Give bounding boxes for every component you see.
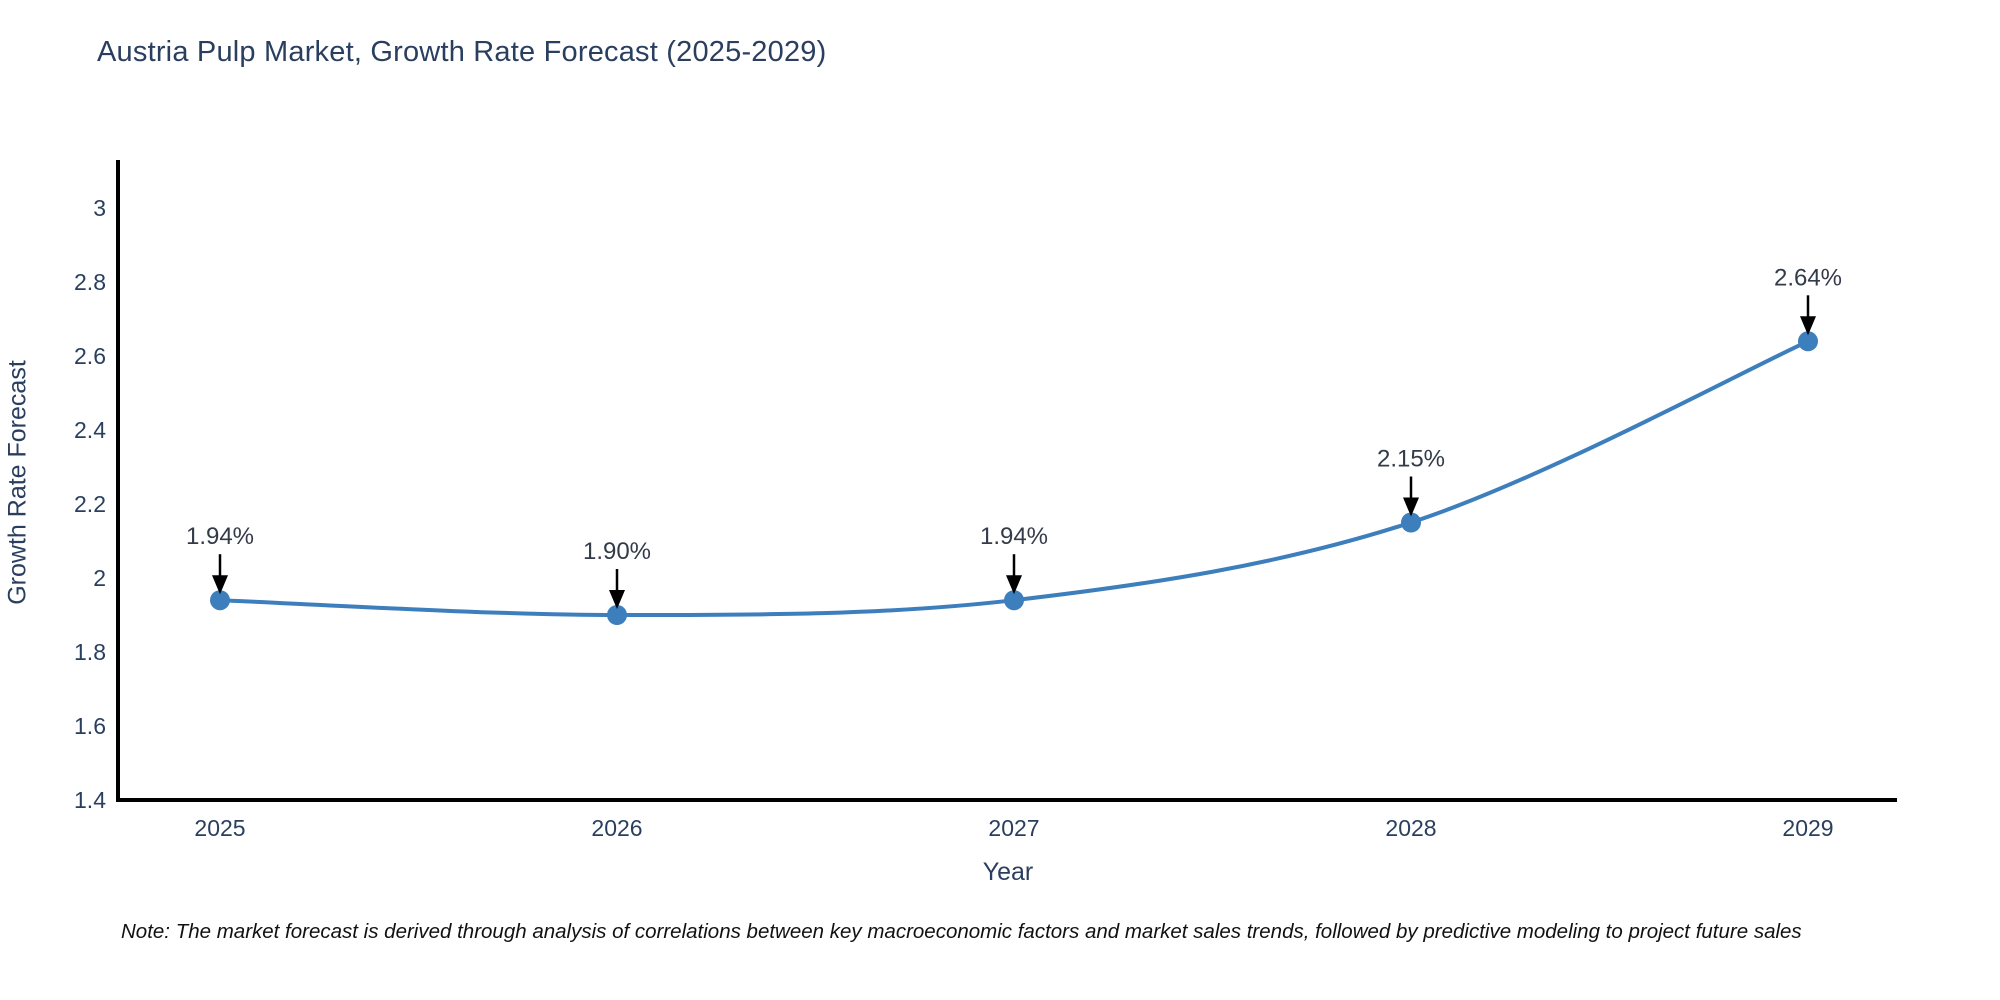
y-tick-label: 2.4 xyxy=(74,417,106,443)
y-axis-title: Growth Rate Forecast xyxy=(3,360,32,605)
x-axis-title: Year xyxy=(982,858,1034,886)
y-tick-label: 1.8 xyxy=(74,639,106,665)
x-tick-label: 2025 xyxy=(194,815,245,841)
annotation-arrow-head-icon xyxy=(1006,575,1022,595)
chart-title: Austria Pulp Market, Growth Rate Forecas… xyxy=(97,36,827,68)
annotation-arrow-head-icon xyxy=(609,590,625,609)
data-point-marker xyxy=(210,590,230,611)
chart-footnote: Note: The market forecast is derived thr… xyxy=(121,920,1802,943)
annotation-label: 2.64% xyxy=(1774,264,1842,291)
y-tick-label: 2.2 xyxy=(74,491,106,517)
y-tick-label: 1.6 xyxy=(74,713,106,739)
annotation-label: 1.90% xyxy=(583,538,651,565)
annotation-label: 2.15% xyxy=(1377,446,1445,473)
annotation-label: 1.94% xyxy=(186,523,254,550)
y-tick-label: 2.6 xyxy=(74,343,106,369)
x-tick-label: 2029 xyxy=(1782,815,1833,841)
y-tick-label: 2 xyxy=(93,565,106,591)
data-point-marker xyxy=(1401,512,1421,533)
annotation-label: 1.94% xyxy=(980,523,1048,550)
y-tick-label: 3 xyxy=(93,195,106,221)
annotation-arrow-head-icon xyxy=(1800,316,1816,336)
data-point-marker xyxy=(607,605,627,625)
data-point-marker xyxy=(1004,590,1024,611)
x-tick-label: 2027 xyxy=(988,815,1039,841)
x-tick-label: 2028 xyxy=(1385,815,1436,841)
y-tick-label: 2.8 xyxy=(74,269,106,295)
annotation-arrow-head-icon xyxy=(212,575,228,595)
annotation-arrow-head-icon xyxy=(1403,497,1419,517)
x-tick-label: 2026 xyxy=(591,815,642,841)
data-point-marker xyxy=(1798,331,1818,352)
y-tick-label: 1.4 xyxy=(74,787,106,813)
